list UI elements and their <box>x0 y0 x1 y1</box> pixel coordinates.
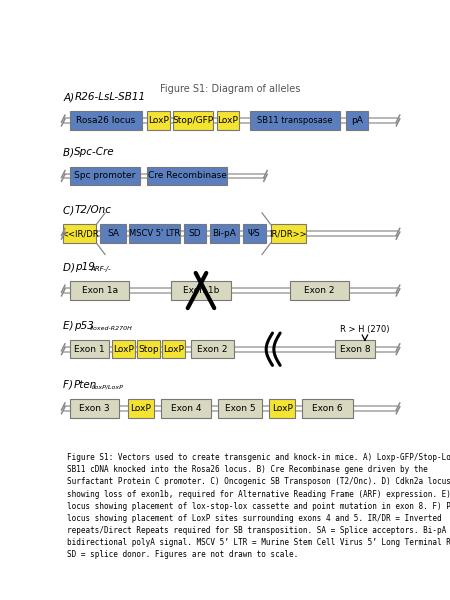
FancyBboxPatch shape <box>184 224 206 243</box>
FancyBboxPatch shape <box>128 399 154 418</box>
FancyBboxPatch shape <box>217 111 239 130</box>
FancyBboxPatch shape <box>210 224 239 243</box>
FancyBboxPatch shape <box>112 340 135 358</box>
FancyBboxPatch shape <box>147 167 227 185</box>
FancyBboxPatch shape <box>243 224 266 243</box>
FancyBboxPatch shape <box>130 224 180 243</box>
Text: Exon 2: Exon 2 <box>304 286 335 295</box>
Text: F): F) <box>63 380 76 390</box>
FancyBboxPatch shape <box>271 224 306 243</box>
FancyBboxPatch shape <box>269 399 295 418</box>
Text: SD: SD <box>189 229 201 238</box>
FancyBboxPatch shape <box>70 111 142 130</box>
Text: Exon 1a: Exon 1a <box>82 286 118 295</box>
FancyBboxPatch shape <box>147 111 170 130</box>
Text: LoxP: LoxP <box>272 404 292 413</box>
FancyBboxPatch shape <box>70 167 140 185</box>
FancyBboxPatch shape <box>100 224 126 243</box>
Text: floxed-R270H: floxed-R270H <box>89 326 132 331</box>
FancyBboxPatch shape <box>290 281 349 300</box>
Text: Spc-Cre: Spc-Cre <box>74 148 115 157</box>
FancyBboxPatch shape <box>250 111 341 130</box>
Text: Exon 3: Exon 3 <box>79 404 110 413</box>
Text: <<IR/DR: <<IR/DR <box>61 229 99 238</box>
Text: Bi-pA: Bi-pA <box>212 229 236 238</box>
Text: LoxP/LoxP: LoxP/LoxP <box>92 385 123 390</box>
FancyBboxPatch shape <box>70 399 119 418</box>
Text: Exon 8: Exon 8 <box>340 344 371 353</box>
Text: LoxP: LoxP <box>163 344 184 353</box>
FancyBboxPatch shape <box>173 111 213 130</box>
Text: E): E) <box>63 321 77 331</box>
Text: Stop/GFP: Stop/GFP <box>172 116 214 125</box>
FancyBboxPatch shape <box>346 111 369 130</box>
Text: R26-LsL-SB11: R26-LsL-SB11 <box>74 92 145 102</box>
Text: Figure S1: Diagram of alleles: Figure S1: Diagram of alleles <box>161 83 301 94</box>
FancyBboxPatch shape <box>218 399 262 418</box>
Text: Stop: Stop <box>138 344 159 353</box>
Text: Rosa26 locus: Rosa26 locus <box>76 116 135 125</box>
Text: pA: pA <box>351 116 363 125</box>
Text: Pten: Pten <box>73 380 97 390</box>
Text: Spc promoter: Spc promoter <box>74 172 136 181</box>
Text: IR/DR>>: IR/DR>> <box>270 229 307 238</box>
FancyBboxPatch shape <box>302 399 353 418</box>
Text: R > H (270): R > H (270) <box>340 325 390 334</box>
Text: Exon 1: Exon 1 <box>74 344 105 353</box>
Text: p19: p19 <box>75 262 95 272</box>
Text: A): A) <box>63 92 77 102</box>
Text: SA: SA <box>107 229 119 238</box>
Text: ARF-/-: ARF-/- <box>90 266 111 272</box>
Text: Exon 6: Exon 6 <box>312 404 343 413</box>
Text: Exon 1b: Exon 1b <box>183 286 219 295</box>
Text: C): C) <box>63 205 78 215</box>
Text: LoxP: LoxP <box>148 116 169 125</box>
FancyBboxPatch shape <box>70 340 108 358</box>
Text: LoxP: LoxP <box>217 116 238 125</box>
FancyBboxPatch shape <box>70 281 130 300</box>
Text: Exon 4: Exon 4 <box>171 404 202 413</box>
FancyBboxPatch shape <box>162 340 185 358</box>
FancyBboxPatch shape <box>171 281 230 300</box>
Text: LoxP: LoxP <box>113 344 134 353</box>
Text: D): D) <box>63 262 78 272</box>
Text: Exon 5: Exon 5 <box>225 404 256 413</box>
Text: Figure S1: Vectors used to create transgenic and knock-in mice. A) Loxp-GFP/Stop: Figure S1: Vectors used to create transg… <box>67 453 450 559</box>
Text: MSCV 5' LTR: MSCV 5' LTR <box>129 229 180 238</box>
Text: SB11 transposase: SB11 transposase <box>257 116 333 125</box>
FancyBboxPatch shape <box>137 340 160 358</box>
FancyBboxPatch shape <box>190 340 234 358</box>
Text: p53: p53 <box>74 321 94 331</box>
FancyBboxPatch shape <box>161 399 212 418</box>
Text: B): B) <box>63 148 77 157</box>
Text: ΨS: ΨS <box>248 229 261 238</box>
Text: Exon 2: Exon 2 <box>197 344 228 353</box>
Text: Cre Recombinase: Cre Recombinase <box>148 172 226 181</box>
Text: LoxP: LoxP <box>130 404 151 413</box>
Text: T2/Onc: T2/Onc <box>74 205 112 215</box>
FancyBboxPatch shape <box>335 340 375 358</box>
FancyBboxPatch shape <box>63 224 96 243</box>
